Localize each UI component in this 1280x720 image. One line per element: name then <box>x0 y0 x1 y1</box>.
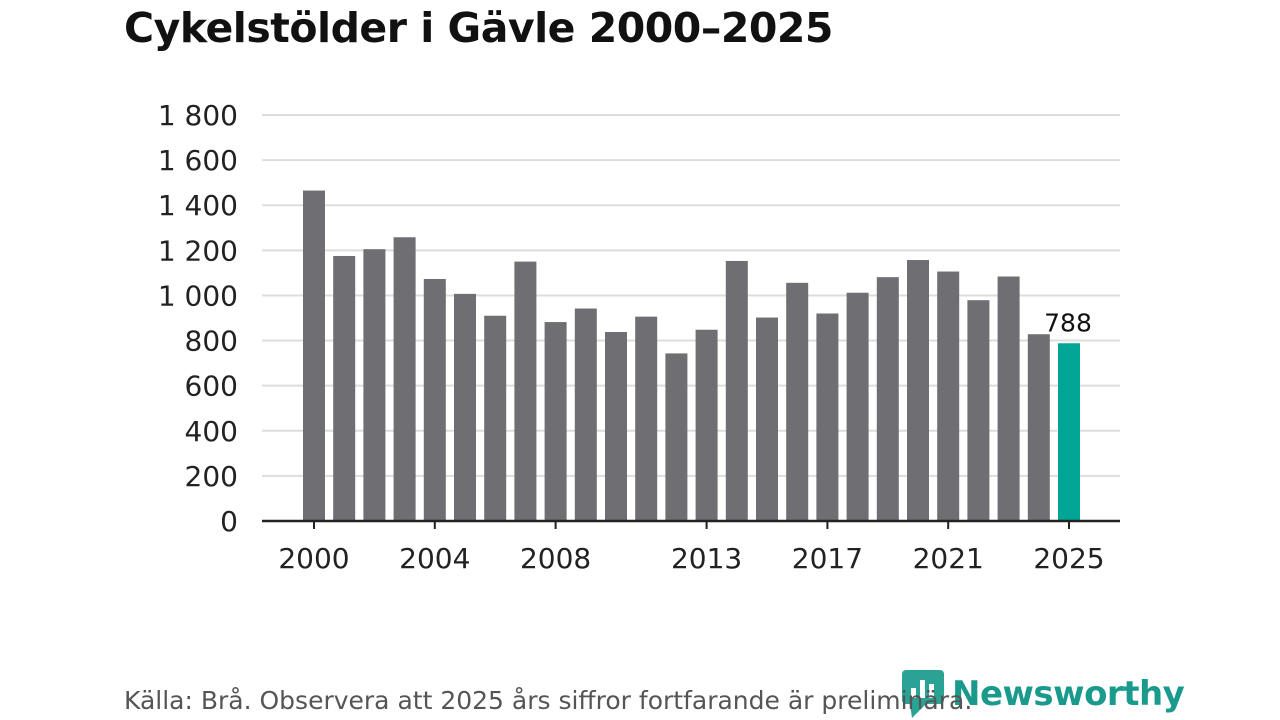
x-tick-label-2025: 2025 <box>1033 542 1104 575</box>
bar-2005 <box>454 293 476 521</box>
bar-2003 <box>393 237 416 522</box>
bar-2015 <box>756 317 778 521</box>
bar-2011 <box>635 316 658 521</box>
bars <box>303 190 1080 522</box>
y-tick-label-1200: 1 200 <box>158 234 238 267</box>
chart-title: Cykelstölder i Gävle 2000–2025 <box>124 4 833 52</box>
bar-2014 <box>725 260 748 521</box>
bar-2008 <box>544 322 567 521</box>
bar-2010 <box>605 331 627 521</box>
bar-2002 <box>363 249 386 521</box>
gridlines <box>262 114 1120 477</box>
x-tick-label-2004: 2004 <box>399 542 470 575</box>
bar-2022 <box>967 300 990 521</box>
bar-2017 <box>816 313 839 521</box>
bar-2007 <box>514 261 537 521</box>
x-axis <box>262 519 1120 529</box>
x-tick-label-2000: 2000 <box>278 542 349 575</box>
y-tick-label-1000: 1 000 <box>158 279 238 312</box>
y-tick-label-1400: 1 400 <box>158 189 238 222</box>
newsworthy-logo-icon <box>902 670 944 718</box>
brand-name: Newsworthy <box>952 674 1185 714</box>
y-tick-label-400: 400 <box>185 415 238 448</box>
bar-2004 <box>423 278 446 521</box>
y-axis-labels: 0 200 400 600 800 1 000 1 200 1 400 1 600 1 800 <box>158 99 238 538</box>
x-tick-label-2013: 2013 <box>671 542 742 575</box>
x-tick-label-2017: 2017 <box>792 542 863 575</box>
data-label-2025: 788 <box>1044 308 1092 337</box>
bar-2000 <box>303 190 325 522</box>
bar-2019 <box>876 277 899 521</box>
source-note: Källa: Brå. Observera att 2025 års siffr… <box>124 686 973 715</box>
y-tick-label-1800: 1 800 <box>158 99 238 132</box>
y-tick-label-0: 0 <box>220 505 238 538</box>
brand-logo: Newsworthy <box>902 670 1185 718</box>
y-tick-label-800: 800 <box>185 325 238 358</box>
bar-2009 <box>574 308 597 521</box>
annotations: 788 <box>1044 308 1092 337</box>
x-tick-label-2008: 2008 <box>520 542 591 575</box>
bar-2016 <box>786 282 809 521</box>
bar-2024 <box>1027 334 1050 521</box>
x-tick-label-2021: 2021 <box>913 542 984 575</box>
bar-2021 <box>937 271 960 521</box>
x-axis-labels: 2000 2004 2008 2013 2017 2021 2025 <box>278 542 1104 575</box>
y-tick-label-200: 200 <box>185 460 238 493</box>
bar-2020 <box>907 260 929 521</box>
y-tick-label-600: 600 <box>185 370 238 403</box>
bar-2013 <box>695 329 718 521</box>
bar-2001 <box>333 255 356 521</box>
y-tick-label-1600: 1 600 <box>158 144 238 177</box>
bar-2025 <box>1058 343 1080 521</box>
bar-2006 <box>484 315 507 521</box>
bar-2012 <box>665 353 688 521</box>
bar-2018 <box>846 292 869 521</box>
bar-2023 <box>997 276 1020 521</box>
